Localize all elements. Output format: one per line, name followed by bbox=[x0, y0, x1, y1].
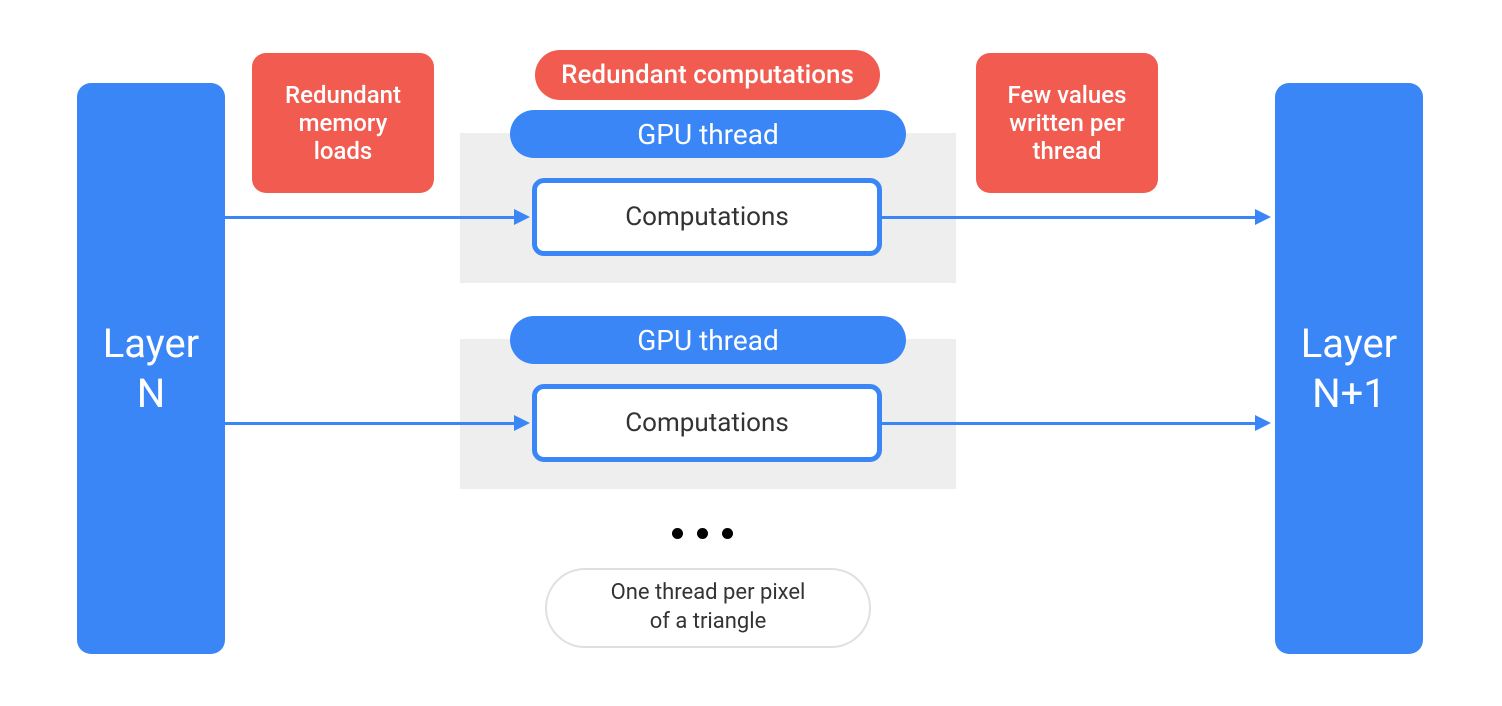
badge-few-values-label: Few values written per thread bbox=[1008, 81, 1127, 165]
badge-redundant-comp-label: Redundant computations bbox=[561, 60, 854, 90]
gpu-thread-pill-2: GPU thread bbox=[510, 316, 906, 364]
computations-box-2-label: Computations bbox=[625, 408, 789, 438]
caption-pill: One thread per pixel of a triangle bbox=[545, 568, 871, 648]
computations-box-2: Computations bbox=[532, 384, 882, 462]
arrow-2-line bbox=[882, 216, 1257, 219]
badge-redundant-memory: Redundant memory loads bbox=[252, 53, 434, 193]
layer-n1-box: Layer N+1 bbox=[1275, 83, 1423, 654]
computations-box-1-label: Computations bbox=[625, 202, 789, 232]
caption-line2: of a triangle bbox=[650, 608, 767, 637]
computations-box-1: Computations bbox=[532, 178, 882, 256]
gpu-thread-pill-1-label: GPU thread bbox=[637, 118, 779, 151]
dot-icon bbox=[722, 528, 733, 539]
gpu-thread-pill-2-label: GPU thread bbox=[637, 324, 779, 357]
ellipsis-dots bbox=[672, 528, 733, 539]
layer-n1-label: Layer N+1 bbox=[1301, 319, 1397, 419]
arrow-2-head bbox=[1255, 209, 1271, 225]
dot-icon bbox=[697, 528, 708, 539]
badge-few-values: Few values written per thread bbox=[976, 53, 1158, 193]
arrow-3-line bbox=[225, 422, 516, 425]
arrow-3-head bbox=[514, 415, 530, 431]
arrow-4-head bbox=[1255, 415, 1271, 431]
gpu-thread-pill-1: GPU thread bbox=[510, 110, 906, 158]
badge-redundant-comp: Redundant computations bbox=[535, 50, 880, 100]
arrow-1-head bbox=[514, 209, 530, 225]
badge-redundant-memory-label: Redundant memory loads bbox=[285, 81, 401, 165]
layer-n-label: Layer N bbox=[103, 319, 199, 419]
caption-line1: One thread per pixel bbox=[611, 579, 806, 608]
dot-icon bbox=[672, 528, 683, 539]
layer-n-box: Layer N bbox=[77, 83, 225, 654]
diagram-canvas: Layer N Layer N+1 Redundant memory loads… bbox=[0, 0, 1502, 706]
arrow-1-line bbox=[225, 216, 516, 219]
arrow-4-line bbox=[882, 422, 1257, 425]
